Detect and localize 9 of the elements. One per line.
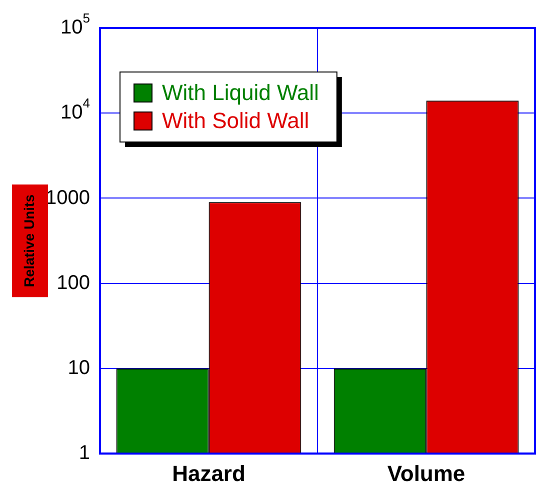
y-tick-label: 1000 [46,186,90,209]
legend-label: With Liquid Wall [162,80,319,106]
y-tick-label: 100 [56,272,90,294]
x-tick-label: Hazard [172,460,246,486]
x-tick-label: Volume [387,460,466,486]
y-tick-label: 1 [78,442,90,464]
legend-label: With Solid Wall [162,108,310,134]
y-axis-title: Relative Units [20,194,37,288]
y-tick-label: 10 [68,356,90,379]
